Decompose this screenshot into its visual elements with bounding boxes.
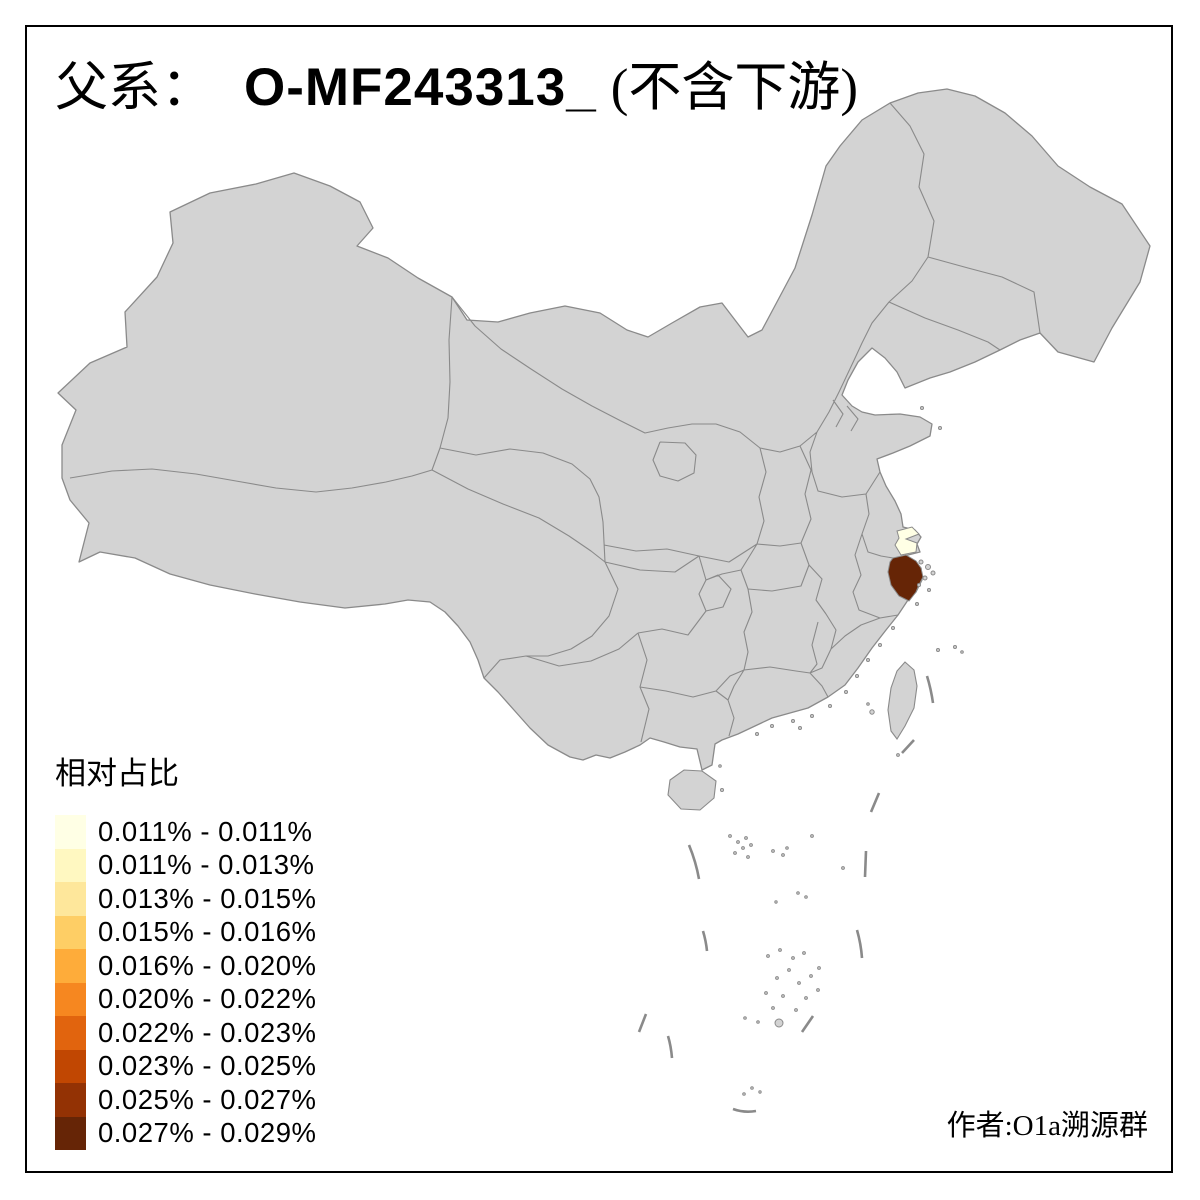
legend-item: 0.011% - 0.013% (55, 848, 316, 882)
region-zhejiang (887, 554, 924, 602)
legend-label: 0.025% - 0.027% (98, 1083, 317, 1115)
legend-swatch (55, 1116, 86, 1150)
legend-swatch (55, 815, 86, 849)
legend: 相对占比 0.011% - 0.011% 0.011% - 0.013% 0.013… (55, 748, 316, 1150)
legend-item: 0.020% - 0.022% (55, 982, 317, 1016)
legend-swatch (55, 982, 86, 1016)
legend-swatch (55, 1083, 86, 1117)
legend-label: 0.023% - 0.025% (98, 1050, 317, 1082)
title-prefix: 父系： (55, 59, 214, 117)
legend-item: 0.011% - 0.011% (55, 815, 316, 849)
nine-dash-line (637, 675, 935, 1113)
legend-item: 0.025% - 0.027% (55, 1083, 316, 1117)
map-title: 父系： O-MF243313_ (不含下游) (55, 58, 858, 119)
mainland-outline (57, 88, 1151, 771)
legend-item: 0.023% - 0.025% (55, 1049, 317, 1083)
region-shanghai (894, 526, 920, 556)
legend-label: 0.027% - 0.029% (98, 1117, 317, 1149)
legend-item: 0.027% - 0.029% (55, 1116, 317, 1150)
legend-title: 相对占比 (55, 756, 179, 791)
legend-swatch (55, 949, 86, 983)
legend-item: 0.013% - 0.015% (55, 882, 316, 916)
legend-item: 0.022% - 0.023% (55, 1016, 316, 1050)
legend-label: 0.022% - 0.023% (98, 1016, 317, 1048)
province-borders (69, 102, 1041, 743)
legend-item: 0.015% - 0.016% (55, 915, 317, 949)
legend-item: 0.016% - 0.020% (55, 949, 316, 983)
hainan-island (667, 769, 717, 811)
author-credit: 作者:O1a溯源群 (946, 1110, 1148, 1142)
legend-label: 0.011% - 0.011% (98, 815, 313, 847)
legend-label: 0.015% - 0.016% (98, 916, 317, 948)
legend-label: 0.016% - 0.020% (98, 949, 317, 981)
legend-swatch (55, 1016, 86, 1050)
legend-swatch (55, 882, 86, 916)
plot-frame (25, 25, 1173, 1173)
legend-label: 0.020% - 0.022% (98, 983, 317, 1015)
title-haplogroup: O-MF243313_ (244, 58, 597, 117)
legend-swatch (55, 1049, 86, 1083)
legend-swatch (55, 915, 86, 949)
legend-rows: 0.011% - 0.011% 0.011% - 0.013% 0.013% - 0… (55, 815, 316, 1150)
title-suffix: (不含下游) (610, 59, 859, 117)
offshore-islands (718, 406, 964, 1096)
legend-label: 0.013% - 0.015% (98, 882, 317, 914)
taiwan-island (887, 661, 918, 740)
legend-swatch (55, 848, 86, 882)
legend-label: 0.011% - 0.013% (98, 849, 315, 881)
